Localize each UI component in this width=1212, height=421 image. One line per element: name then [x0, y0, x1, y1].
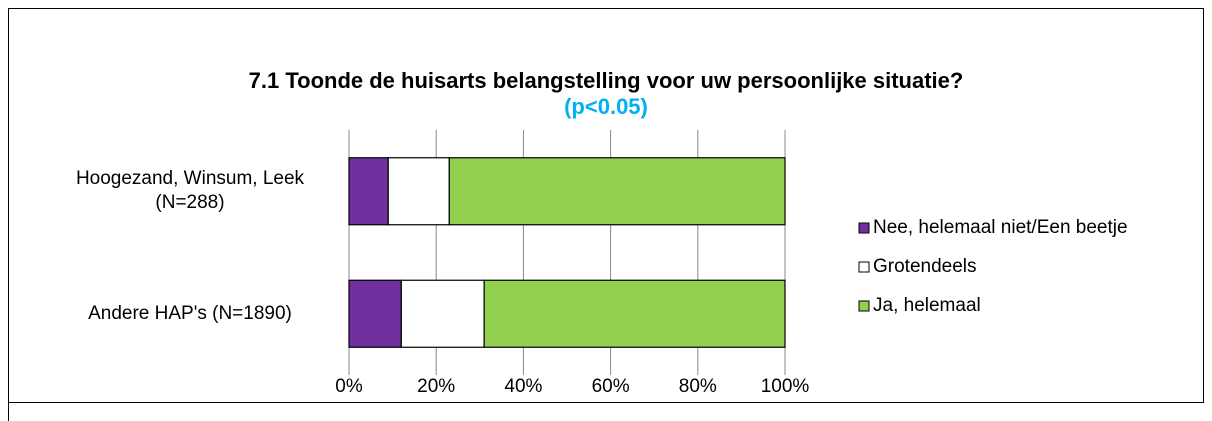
category-label: Andere HAP's (N=1890): [88, 302, 292, 324]
legend-swatch: [858, 261, 870, 273]
x-tick-label: 20%: [417, 376, 455, 397]
legend-label: Ja, helemaal: [873, 295, 981, 316]
bar-segment: [400, 279, 485, 348]
x-tick-label: 80%: [679, 376, 717, 397]
legend-label: Grotendeels: [873, 256, 977, 277]
x-tick-label: 60%: [592, 376, 630, 397]
legend-swatch: [858, 222, 870, 234]
chart-subtitle: (p<0.05): [564, 94, 648, 119]
legend-swatch: [858, 300, 870, 312]
chart-frame: [8, 8, 1204, 403]
category-label: Hoogezand, Winsum, Leek (N=288): [75, 168, 305, 214]
x-tick-label: 0%: [335, 376, 363, 397]
chart-title: 7.1 Toonde de huisarts belangstelling vo…: [249, 68, 964, 93]
bar-segment: [387, 157, 450, 226]
bar-segment: [483, 279, 786, 348]
bar-segment: [348, 279, 402, 348]
x-tick-label: 100%: [761, 376, 810, 397]
x-tick-label: 40%: [504, 376, 542, 397]
bar-segment: [448, 157, 786, 226]
bar-segment: [348, 157, 389, 226]
legend-label: Nee, helemaal niet/Een beetje: [873, 217, 1128, 238]
